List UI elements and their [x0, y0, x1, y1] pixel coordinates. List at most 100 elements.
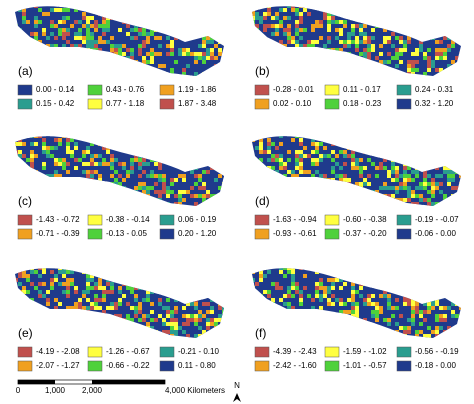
map-cell [252, 24, 255, 28]
map-cell [18, 174, 22, 178]
map-cell [10, 322, 14, 326]
map-cell [463, 338, 467, 342]
map-cell [78, 318, 82, 322]
map-cell [351, 198, 355, 202]
map-cell [158, 190, 162, 194]
map-cell [110, 138, 114, 142]
map-cell [391, 178, 395, 182]
map-cell [347, 268, 351, 270]
map-cell [202, 60, 206, 64]
map-cell [271, 298, 275, 302]
map-cell [146, 202, 150, 206]
map-cell [206, 278, 210, 282]
map-cell [202, 16, 206, 20]
map-cell [50, 20, 54, 24]
map-cell [198, 290, 202, 294]
map-cell [42, 318, 46, 322]
map-cell [331, 138, 335, 142]
map-cell [34, 44, 38, 48]
map-cell [307, 64, 311, 68]
map-cell [170, 282, 174, 286]
map-cell [339, 174, 343, 178]
map-cell [162, 130, 166, 134]
map-cell [463, 314, 467, 318]
map-cell [367, 76, 371, 80]
map-cell [343, 68, 347, 72]
map-cell [419, 198, 423, 202]
map-cell [315, 190, 319, 194]
map-cell [58, 8, 62, 12]
north-arrow [233, 393, 241, 402]
map-cell [154, 190, 158, 194]
map-cell [46, 194, 50, 198]
map-cell [86, 40, 90, 44]
map-cell [387, 52, 391, 56]
map-cell [327, 48, 331, 52]
map-cell [443, 52, 447, 56]
map-cell [126, 318, 130, 322]
map-cell [431, 286, 435, 290]
map-cell [210, 194, 214, 198]
map-cell [359, 158, 363, 162]
map-cell [118, 190, 122, 194]
map-cell [154, 24, 158, 28]
map-cell [455, 130, 459, 134]
map-cell [202, 314, 206, 318]
map-cell [387, 202, 391, 206]
map-cell [102, 290, 106, 294]
map-cell [443, 330, 447, 334]
map-cell [283, 28, 287, 32]
map-cell [267, 8, 271, 12]
map-cell [142, 182, 146, 186]
map-cell [142, 318, 146, 322]
map-cell [247, 130, 251, 134]
map-cell [86, 36, 90, 40]
legend-label: 1.87 - 3.48 [178, 99, 217, 108]
map-cell [70, 52, 74, 56]
map-cell [283, 150, 287, 154]
map-cell [267, 56, 271, 60]
map-cell [102, 32, 106, 36]
map-cell [178, 290, 182, 294]
map-cell [206, 56, 210, 60]
map-cell [431, 302, 435, 306]
map-cell [218, 326, 222, 330]
map-cell [383, 146, 387, 150]
map-cell [226, 64, 230, 68]
map-cell [359, 6, 363, 8]
map-cell [463, 302, 467, 306]
map-cell [415, 274, 419, 278]
map-cell [443, 76, 447, 80]
map-cell [138, 154, 142, 158]
map-cell [142, 158, 146, 162]
map-cell [110, 282, 114, 286]
map-cell [34, 286, 38, 290]
map-cell [174, 56, 178, 60]
map-cell [403, 166, 407, 170]
map-cell [158, 302, 162, 306]
map-cell [295, 72, 299, 76]
map-cell [218, 330, 222, 334]
map-cell [94, 36, 98, 40]
map-panel [15, 6, 230, 76]
map-cell [263, 306, 267, 310]
map-cell [311, 136, 315, 138]
map-cell [247, 12, 251, 16]
map-cell [15, 298, 18, 302]
map-cell [78, 298, 82, 302]
map-cell [30, 270, 34, 274]
map-cell [359, 190, 363, 194]
map-cell [26, 262, 30, 266]
map-cell [331, 268, 335, 270]
map-cell [198, 178, 202, 182]
map-cell [347, 40, 351, 44]
map-cell [407, 190, 411, 194]
map-cell [315, 40, 319, 44]
map-cell [311, 40, 315, 44]
map-cell [275, 52, 279, 56]
map-cell [311, 60, 315, 64]
map-cell [30, 170, 34, 174]
map-cell [271, 64, 275, 68]
map-cell [435, 190, 439, 194]
map-cell [182, 314, 186, 318]
